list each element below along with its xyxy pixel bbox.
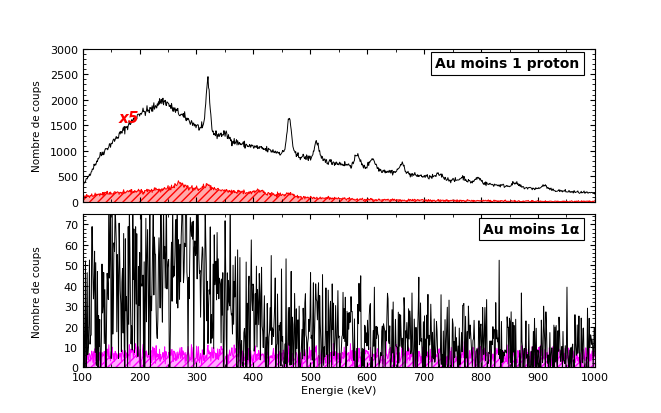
Text: x5: x5 xyxy=(118,111,139,126)
X-axis label: Energie (keV): Energie (keV) xyxy=(301,385,377,395)
Text: Au moins 1 proton: Au moins 1 proton xyxy=(436,57,580,71)
Y-axis label: Nombre de coups: Nombre de coups xyxy=(32,245,42,337)
Text: Au moins 1α: Au moins 1α xyxy=(483,222,580,236)
Y-axis label: Nombre de coups: Nombre de coups xyxy=(32,80,42,172)
